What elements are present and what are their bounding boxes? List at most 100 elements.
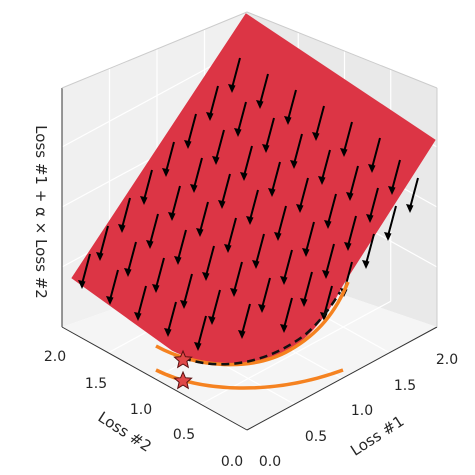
gradient-arrow-head — [318, 176, 326, 185]
gradient-arrow — [143, 169, 153, 201]
gradient-arrows — [78, 57, 419, 351]
gradient-arrow — [171, 185, 181, 217]
gradient-arrow — [193, 157, 203, 189]
x-tick-label: 0.0 — [259, 454, 281, 470]
gradient-arrow-head — [322, 270, 330, 279]
gradient-arrow-head — [168, 212, 176, 221]
x-tick-label: 2.0 — [436, 352, 458, 368]
gradient-arrow-head — [164, 328, 172, 337]
gradient-arrow-head — [78, 280, 86, 289]
y-tick-label: 1.0 — [130, 402, 152, 418]
axes — [61, 11, 438, 431]
back-edge-left — [61, 11, 248, 89]
gradient-arrow — [325, 243, 335, 275]
gradient-arrow-head — [238, 330, 246, 339]
gradient-arrow — [283, 249, 293, 281]
gradient-arrow-head — [230, 288, 238, 297]
gradient-arrow-head — [366, 214, 374, 223]
gradient-arrow-head — [146, 240, 154, 249]
gradient-arrow-head — [262, 144, 270, 153]
gradient-arrow — [349, 165, 359, 197]
gradient-arrow-head — [228, 84, 236, 93]
gradient-arrow-head — [184, 140, 192, 149]
gradient-arrow-head — [258, 304, 266, 313]
gradient-arrow — [369, 187, 379, 219]
gradient-arrow-head — [190, 184, 198, 193]
gradient-arrow-head — [300, 298, 308, 307]
gradient-arrow-head — [96, 252, 104, 261]
gradient-arrow-head — [240, 172, 248, 181]
z-axis-label: Loss #1 + α × Loss #2 — [32, 125, 50, 299]
gradient-arrow — [227, 217, 237, 249]
gradient-arrow — [387, 205, 397, 237]
gradient-arrow — [305, 221, 315, 253]
trajectory-dashed — [182, 291, 342, 366]
gradient-arrow — [299, 177, 309, 209]
gradient-arrow-head — [368, 164, 376, 173]
pareto-front-floor — [155, 368, 344, 390]
gradient-arrow-head — [202, 272, 210, 281]
y-tick-label: 0.0 — [221, 454, 243, 470]
gradient-arrow-head — [268, 188, 276, 197]
gradient-arrow — [347, 215, 357, 247]
gradient-arrow — [199, 201, 209, 233]
gradient-arrow-head — [324, 220, 332, 229]
gradient-arrow-head — [206, 112, 214, 121]
gradient-arrow — [371, 137, 381, 169]
gradient-arrow — [293, 133, 303, 165]
gradient-arrow-head — [224, 244, 232, 253]
gradient-arrow-head — [134, 312, 142, 321]
gradient-arrow — [287, 89, 297, 121]
pareto-fronts — [155, 281, 350, 390]
x-tick-label: 0.5 — [305, 429, 327, 445]
gradient-arrow — [187, 113, 197, 145]
gradient-arrow — [409, 177, 419, 209]
y-tick-label: 2.0 — [44, 349, 66, 365]
gradient-arrow-head — [212, 156, 220, 165]
gradient-arrow — [231, 57, 241, 89]
x-axis-label: Loss #1 — [347, 412, 407, 460]
gradient-arrow-head — [218, 200, 226, 209]
markers — [173, 349, 193, 390]
gradient-arrow — [155, 257, 165, 289]
gradient-arrow — [323, 285, 333, 317]
gradient-arrow — [237, 101, 247, 133]
gradient-arrow — [259, 73, 269, 105]
gradient-arrow — [215, 129, 225, 161]
gradient-arrow-head — [340, 148, 348, 157]
gradient-arrow-head — [246, 216, 254, 225]
gradient-arrow-head — [302, 248, 310, 257]
gradient-arrow — [233, 261, 243, 293]
x-tick-label: 1.0 — [351, 403, 373, 419]
gradient-arrow-head — [256, 100, 264, 109]
gradient-arrow — [209, 85, 219, 117]
gradient-arrow — [211, 289, 221, 321]
gradient-arrow — [249, 189, 259, 221]
gradient-arrow-head — [362, 260, 370, 269]
star-marker-floor — [173, 370, 193, 390]
gradient-arrow — [327, 193, 337, 225]
gradient-arrow-head — [174, 256, 182, 265]
gradient-arrow — [165, 141, 175, 173]
star-marker-surface — [173, 349, 193, 369]
gradient-arrow-head — [344, 242, 352, 251]
gradient-arrow — [365, 233, 375, 265]
x-tick-label: 1.5 — [394, 378, 416, 394]
gradient-arrow — [241, 303, 251, 335]
gradient-arrow — [221, 173, 231, 205]
x-axis-line — [246, 326, 438, 431]
gradient-arrow-head — [290, 160, 298, 169]
gradient-arrow-head — [208, 316, 216, 325]
gradient-arrow — [121, 197, 131, 229]
y-tick-label: 0.5 — [173, 427, 195, 443]
gradient-arrow-head — [152, 284, 160, 293]
gradient-arrow-head — [162, 168, 170, 177]
gradient-arrow — [127, 241, 137, 273]
gradient-arrow-head — [234, 128, 242, 137]
gradient-arrow — [277, 205, 287, 237]
tick-labels: 0.0 0.5 1.0 1.5 2.0 0.0 0.5 1.0 1.5 2.0 — [44, 349, 458, 470]
gradient-arrow-head — [180, 300, 188, 309]
gradient-arrow — [255, 233, 265, 265]
gradient-arrow-head — [280, 276, 288, 285]
gradient-arrow-head — [140, 196, 148, 205]
